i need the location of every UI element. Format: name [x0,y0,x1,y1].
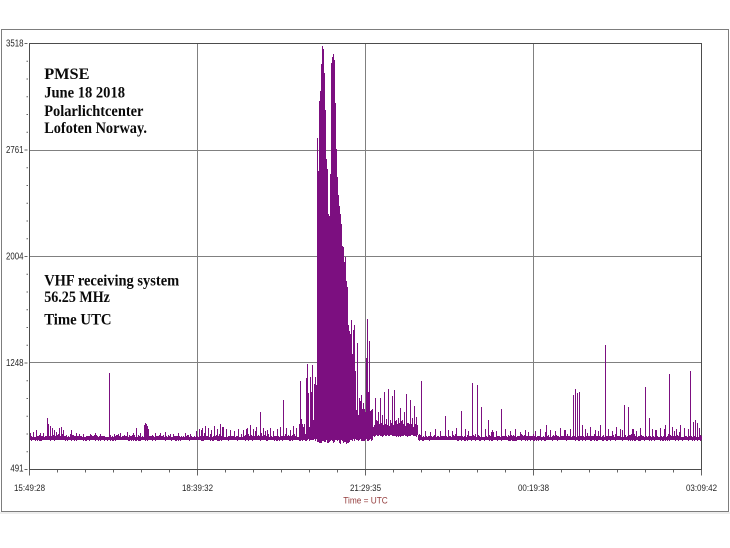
svg-text:Time = UTC: Time = UTC [343,495,388,506]
svg-text:00:19:38: 00:19:38 [518,482,549,493]
svg-text:2004: 2004 [6,250,24,261]
svg-text:3518: 3518 [6,37,24,48]
svg-text:2761: 2761 [6,144,24,155]
svg-text:Lofoten Norway.: Lofoten Norway. [44,119,147,137]
svg-text:June 18 2018: June 18 2018 [44,84,125,102]
svg-text:18:39:32: 18:39:32 [182,482,213,493]
svg-text:56.25 MHz: 56.25 MHz [44,288,110,306]
svg-text:PMSE: PMSE [44,64,89,83]
svg-text:03:09:42: 03:09:42 [686,482,717,493]
svg-text:Polarlichtcenter: Polarlichtcenter [44,102,143,120]
svg-text:VHF receiving system: VHF receiving system [44,272,179,290]
svg-text:15:49:28: 15:49:28 [14,482,45,493]
svg-text:491: 491 [10,462,23,473]
svg-text:Time UTC: Time UTC [44,311,111,329]
svg-text:1248: 1248 [6,357,24,368]
svg-text:21:29:35: 21:29:35 [350,482,381,493]
